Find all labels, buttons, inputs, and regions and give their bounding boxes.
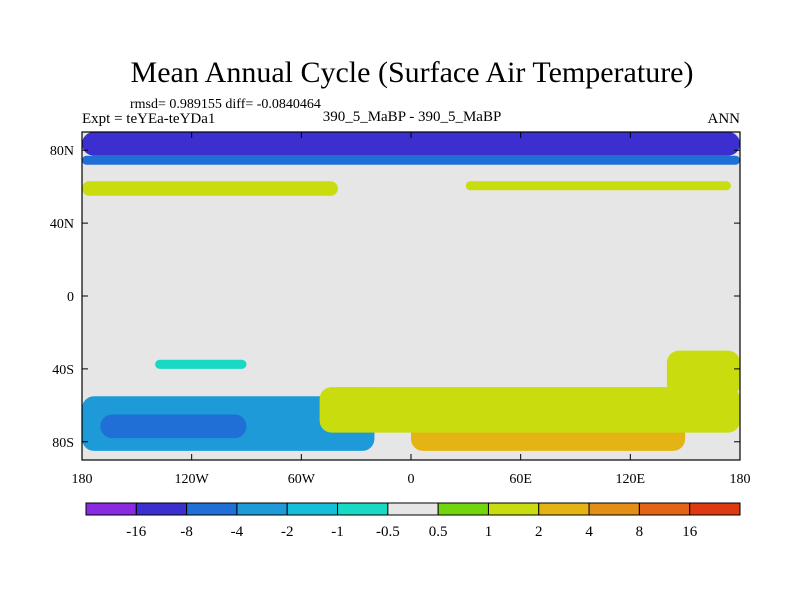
- colorbar-label: 4: [585, 524, 593, 540]
- colorbar-label: -2: [281, 524, 294, 540]
- experiment-label: Expt = teYEa-teYDa1: [82, 111, 215, 127]
- colorbar-swatch: [387, 502, 439, 516]
- x-tick-label: 120E: [616, 472, 646, 487]
- region-northern-green-band: [82, 181, 338, 196]
- colorbar-swatch: [135, 502, 188, 516]
- colorbar-swatch: [638, 502, 691, 516]
- y-tick-label: 80N: [50, 144, 74, 159]
- colorbar-label: -1: [331, 524, 344, 540]
- region-east-pacific-warm: [666, 350, 740, 397]
- region-arctic-cold-band: [82, 132, 740, 156]
- colorbar-label: -4: [231, 524, 244, 540]
- x-tick-label: 120W: [175, 472, 210, 487]
- colorbar-label: -16: [126, 524, 146, 540]
- colorbar-swatch: [337, 502, 389, 516]
- colorbar-label: -8: [180, 524, 193, 540]
- stats-label: rmsd= 0.989155 diff= -0.0840464: [130, 97, 321, 112]
- colorbar-swatch: [286, 502, 339, 516]
- colorbar-swatch: [689, 502, 741, 516]
- colorbar-label: 0.5: [429, 524, 448, 540]
- colorbar-label: -0.5: [376, 524, 400, 540]
- colorbar-swatch: [437, 502, 489, 516]
- colorbar-swatch: [85, 502, 137, 516]
- y-tick-label: 40N: [50, 217, 74, 232]
- plot-area: [81, 131, 741, 461]
- x-tick-label: 60E: [509, 472, 532, 487]
- region-tropical-cool-patch: [155, 359, 247, 369]
- region-arctic-cool-band: [82, 155, 740, 165]
- region-northern-green-band-east: [465, 181, 731, 191]
- x-tick-label: 60W: [288, 472, 316, 487]
- x-tick-label: 180: [72, 472, 93, 487]
- x-tick-label: 180: [730, 472, 751, 487]
- colorbar-swatch: [588, 502, 640, 516]
- y-tick-label: 40S: [52, 363, 74, 378]
- axes: 180 120W 60W 0 60E 120E 180 80N 40N 0 40S 80S: [50, 132, 751, 487]
- colorbar: -16 -8 -4 -2 -1 -0.5 0.5 1 2 4 8 16: [85, 502, 741, 540]
- colorbar-swatch: [186, 502, 238, 516]
- colorbar-swatch: [236, 502, 288, 516]
- season-label: ANN: [708, 111, 741, 127]
- y-tick-label: 80S: [52, 436, 74, 451]
- comparison-label: 390_5_MaBP - 390_5_MaBP: [323, 109, 502, 125]
- colorbar-label: 2: [535, 524, 543, 540]
- colorbar-swatch: [538, 502, 590, 516]
- region-southern-warm-margin: [319, 387, 740, 433]
- colorbar-label: 8: [636, 524, 644, 540]
- colorbar-label: 16: [682, 524, 698, 540]
- chart-title: Mean Annual Cycle (Surface Air Temperatu…: [131, 56, 694, 89]
- y-tick-label: 0: [67, 290, 74, 305]
- x-tick-label: 0: [408, 472, 415, 487]
- colorbar-label: 1: [485, 524, 493, 540]
- region-southern-cold-core: [100, 414, 247, 439]
- colorbar-swatch: [487, 502, 540, 516]
